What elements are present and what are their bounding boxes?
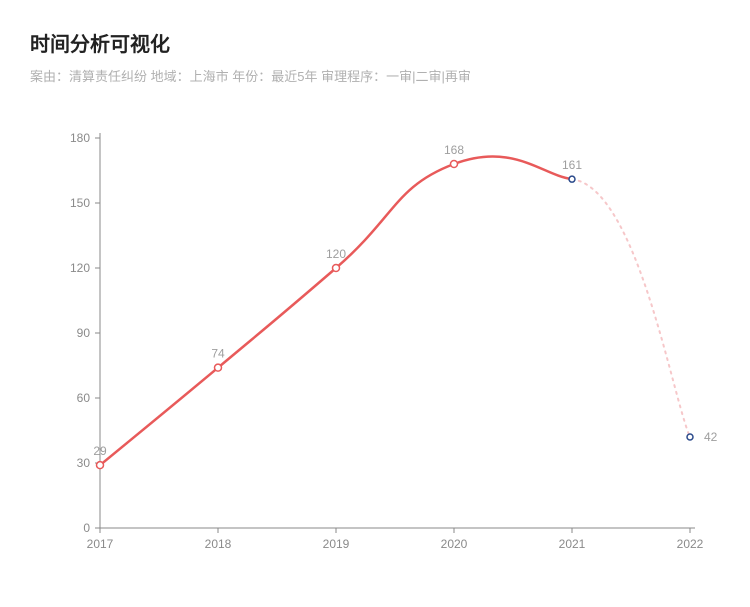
subtitle: 案由：清算责任纠纷 地域：上海市 年份：最近5年 审理程序：一审|二审|再审 [30, 67, 550, 88]
y-tick-label: 150 [70, 196, 90, 210]
x-tick-label: 2021 [559, 537, 586, 551]
data-point-label: 161 [562, 158, 582, 172]
data-point-label: 168 [444, 143, 464, 157]
chart-area: 0 30 60 90 120 150 180 2017 2018 2019 2020 2021 2022… [30, 108, 720, 578]
data-point [333, 264, 340, 271]
y-tick-label: 60 [77, 391, 91, 405]
data-point-label: 74 [211, 346, 225, 360]
data-point [569, 176, 575, 182]
data-point [215, 364, 222, 371]
series-solid [100, 156, 572, 465]
chart-container: 时间分析可视化 案由：清算责任纠纷 地域：上海市 年份：最近5年 审理程序：一审… [0, 0, 750, 607]
x-tick-label: 2018 [205, 537, 232, 551]
y-tick-label: 30 [77, 456, 91, 470]
series-dotted [572, 179, 690, 437]
y-tick-label: 120 [70, 261, 90, 275]
x-tick-label: 2017 [87, 537, 114, 551]
data-point [97, 461, 104, 468]
data-point-label: 120 [326, 247, 346, 261]
x-tick-label: 2022 [677, 537, 704, 551]
line-chart: 0 30 60 90 120 150 180 2017 2018 2019 2020 2021 2022… [30, 108, 720, 578]
data-point-label: 29 [93, 444, 107, 458]
y-tick-label: 90 [77, 326, 91, 340]
page-title: 时间分析可视化 [30, 28, 720, 57]
data-point-label: 42 [704, 430, 718, 444]
data-point [451, 160, 458, 167]
x-tick-label: 2020 [441, 537, 468, 551]
data-point [687, 434, 693, 440]
y-tick-label: 180 [70, 131, 90, 145]
y-tick-label: 0 [83, 521, 90, 535]
x-tick-label: 2019 [323, 537, 350, 551]
